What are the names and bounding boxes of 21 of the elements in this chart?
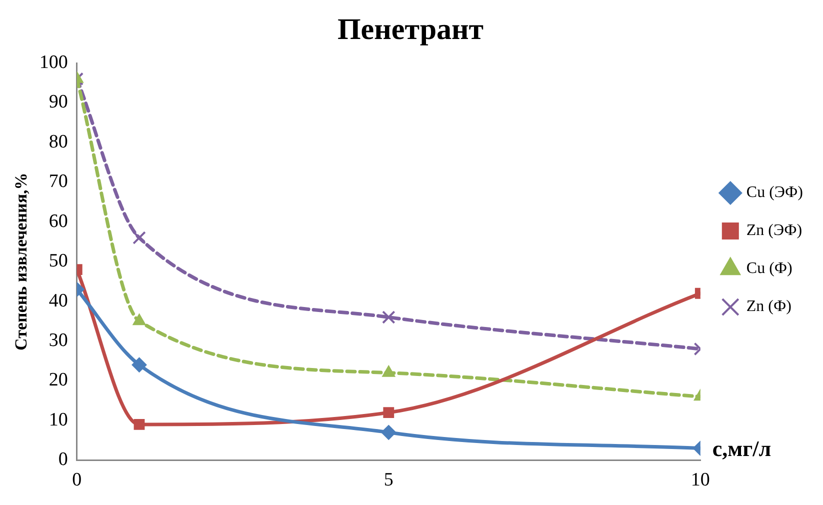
y-tick-label: 30 bbox=[48, 330, 68, 352]
y-tick-label: 100 bbox=[39, 52, 68, 73]
y-tick-label: 60 bbox=[48, 210, 68, 232]
y-axis-title: Степень извлечения,% bbox=[12, 172, 31, 350]
x-tick-label: 0 bbox=[72, 470, 82, 491]
y-tick-label: 90 bbox=[48, 92, 68, 113]
legend-label: Cu (Ф) bbox=[746, 260, 792, 278]
x-axis-title: с,мг/л bbox=[712, 436, 772, 461]
chart-title: Пенетрант bbox=[337, 12, 484, 46]
y-tick-label: 20 bbox=[48, 370, 68, 391]
y-tick-label: 80 bbox=[48, 131, 68, 152]
x-tick-label: 5 bbox=[384, 470, 394, 491]
legend-label: Zn (Ф) bbox=[746, 298, 792, 316]
y-tick-label: 50 bbox=[48, 250, 68, 272]
x-tick-label: 10 bbox=[690, 470, 710, 491]
y-tick-label: 70 bbox=[48, 171, 68, 192]
y-tick-label: 10 bbox=[48, 409, 68, 430]
legend-label: Cu (ЭФ) bbox=[746, 184, 803, 202]
y-tick-label: 40 bbox=[48, 290, 68, 312]
legend-label: Zn (ЭФ) bbox=[746, 222, 802, 240]
y-tick-label: 0 bbox=[58, 449, 68, 470]
